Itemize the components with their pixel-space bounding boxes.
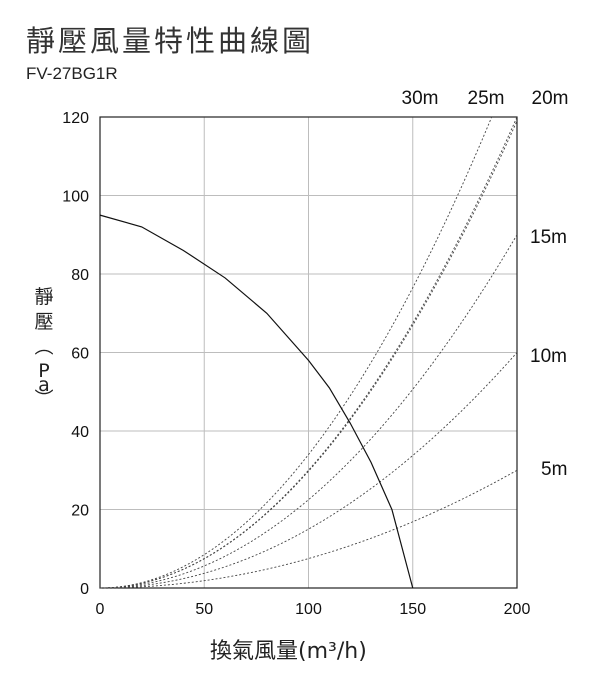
- chart-title: 靜壓風量特性曲線圖: [26, 24, 315, 58]
- y-tick-label-6: 120: [62, 110, 89, 127]
- y-tick-label-5: 100: [62, 189, 89, 206]
- y-axis-label-char-3: P: [38, 360, 49, 382]
- curve-label-20m: 20m: [532, 88, 569, 109]
- duct-curve-30m: [99, 116, 493, 589]
- x-tick-labels: 0 50 100 150 200: [96, 601, 531, 618]
- duct-curve-5m: [99, 469, 518, 589]
- y-tick-label-2: 40: [71, 424, 89, 441]
- grid-lines: [99, 116, 518, 589]
- duct-curve-15m: [99, 234, 518, 589]
- curve-label-10m: 10m: [530, 346, 567, 367]
- y-tick-label-0: 0: [80, 581, 89, 598]
- x-tick-label-2: 100: [295, 601, 322, 618]
- curve-label-25m: 25m: [468, 88, 505, 109]
- x-tick-label-1: 50: [195, 601, 213, 618]
- y-axis-label-char-0: 靜: [34, 286, 53, 308]
- y-tick-label-1: 20: [71, 503, 89, 520]
- y-tick-label-3: 60: [71, 346, 89, 363]
- performance-curve-group: [99, 214, 414, 589]
- x-tick-label-3: 150: [399, 601, 426, 618]
- duct-curve-20m: [99, 120, 518, 589]
- x-axis-label: 換氣風量(m³/h): [210, 639, 367, 664]
- y-tick-label-4: 80: [71, 267, 89, 284]
- y-axis-label-char-2: （: [32, 336, 54, 355]
- x-tick-label-0: 0: [96, 601, 105, 618]
- curve-label-30m: 30m: [402, 88, 439, 109]
- model-number: FV-27BG1R: [26, 64, 118, 83]
- curve-label-15m: 15m: [530, 227, 567, 248]
- y-axis-label-char-1: 壓: [34, 311, 53, 333]
- x-tick-label-4: 200: [504, 601, 531, 618]
- duct-curve-labels: 30m 25m 20m 15m 10m 5m: [402, 88, 569, 480]
- y-axis-label-char-4: a: [38, 374, 50, 396]
- duct-curve-10m: [99, 352, 518, 589]
- y-axis-label: 靜壓 （ Pa）: [32, 286, 54, 408]
- curve-label-5m: 5m: [541, 459, 567, 480]
- performance-curve: [99, 214, 414, 589]
- y-axis-label-char-5: ）: [32, 388, 54, 407]
- y-tick-labels: 0 20 40 60 80 100 120: [62, 110, 89, 598]
- duct-curves: [99, 116, 518, 589]
